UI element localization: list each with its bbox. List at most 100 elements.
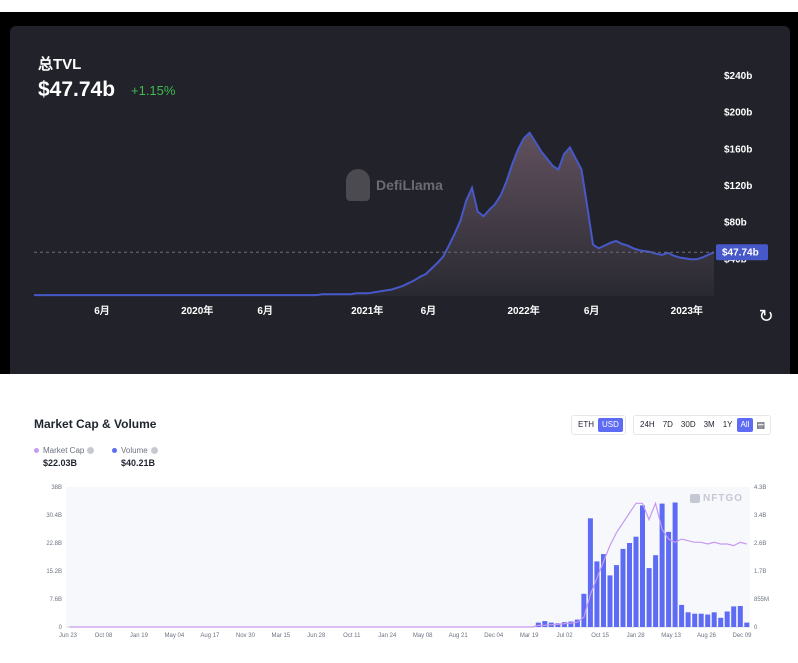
volume-bar[interactable]	[574, 619, 580, 627]
y-right-tick-label: 0	[754, 625, 758, 631]
tvl-line	[33, 131, 715, 297]
volume-bar[interactable]	[685, 612, 691, 627]
tvl-change-percent: +1.15%	[131, 83, 176, 98]
y-right-tick-label: 3.4B	[754, 513, 766, 519]
volume-bar[interactable]	[555, 623, 561, 627]
range-30d-button[interactable]: 30D	[680, 420, 696, 429]
y-right-tick-label: 2.6B	[754, 541, 766, 547]
calendar-icon[interactable]: ▤	[756, 419, 765, 430]
volume-bar[interactable]	[737, 606, 743, 627]
volume-bar[interactable]	[731, 606, 737, 627]
tvl-chart-panel: $40b$80b$120b$160b$200b$240b$47.74b6月202…	[10, 26, 790, 374]
range-24h-button[interactable]: 24H	[640, 420, 655, 429]
x-tick-label: 2022年	[507, 304, 539, 317]
y-left-tick-label: 22.8B	[46, 541, 62, 547]
x-tick-label: Oct 11	[343, 633, 361, 639]
y-left-tick-label: 0	[59, 625, 63, 631]
tvl-value: $47.74b	[38, 78, 116, 101]
legend-label: Market Cap	[43, 446, 85, 455]
x-tick-label: Nov 30	[236, 633, 256, 639]
x-tick-label: Jul 02	[557, 633, 574, 639]
volume-bar[interactable]	[587, 518, 593, 627]
nftgo-watermark: NFTGO	[690, 493, 743, 504]
x-tick-label: 6月	[94, 305, 110, 317]
range-all-button[interactable]: All	[736, 418, 754, 432]
x-tick-label: Dec 09	[732, 633, 752, 639]
info-icon[interactable]	[87, 447, 95, 455]
volume-bar[interactable]	[614, 565, 619, 627]
volume-bar[interactable]	[679, 604, 685, 627]
volume-bar[interactable]	[561, 622, 567, 627]
y-left-tick-label: 15.2B	[46, 569, 62, 575]
range-1y-button[interactable]: 1Y	[722, 420, 733, 429]
market-cap-volume-panel: 0 7.6B 15.2B 22.8B 30.4B 38B 0 855M 1.7B 2.6B 3.4B…	[22, 403, 790, 655]
volume-bar[interactable]	[620, 548, 626, 627]
tvl-area	[34, 132, 714, 296]
nftgo-logo-icon	[690, 493, 700, 503]
llama-logo-icon	[346, 169, 370, 201]
defillama-watermark: DefiLlama	[346, 169, 443, 201]
currency-toggle: ETH USD	[571, 415, 626, 435]
volume-bar[interactable]	[672, 502, 678, 628]
volume-bar[interactable]	[594, 561, 600, 627]
volume-bar[interactable]	[705, 614, 711, 628]
range-7d-button[interactable]: 7D	[662, 420, 673, 429]
volume-bar[interactable]	[692, 613, 698, 627]
market-cap-line	[69, 501, 747, 628]
x-tick-label: Dec 04	[484, 633, 504, 639]
volume-bar[interactable]	[698, 613, 704, 627]
volume-bar[interactable]	[718, 617, 724, 627]
volume-bar[interactable]	[724, 611, 730, 628]
volume-bar[interactable]	[744, 622, 750, 627]
y-right-tick-label: 4.3B	[754, 485, 766, 491]
y-left-tick-label: 30.4B	[46, 513, 62, 519]
x-tick-label: Aug 17	[200, 633, 220, 639]
volume-value: $40.21B	[121, 458, 156, 468]
volume-bar[interactable]	[666, 531, 672, 627]
x-tick-label: Oct 15	[591, 633, 609, 639]
currency-eth-button[interactable]: ETH	[578, 420, 594, 429]
x-tick-label: Jan 24	[378, 633, 397, 639]
tvl-title: 总TVL	[38, 56, 82, 73]
x-tick-label: May 08	[413, 633, 433, 639]
current-value-label: $47.74b	[722, 248, 759, 259]
watermark-text: DefiLlama	[376, 177, 443, 193]
volume-bar[interactable]	[659, 503, 665, 627]
currency-usd-button[interactable]: USD	[598, 418, 623, 432]
market-cap-volume-chart: 0 7.6B 15.2B 22.8B 30.4B 38B 0 855M 1.7B 2.6B 3.4B…	[46, 485, 769, 639]
volume-bar[interactable]	[711, 612, 717, 627]
volume-bar[interactable]	[633, 536, 639, 627]
info-icon[interactable]	[150, 447, 158, 455]
volume-bar[interactable]	[542, 621, 548, 627]
volume-bar[interactable]	[607, 575, 613, 627]
x-tick-label: Oct 08	[95, 633, 113, 639]
x-tick-label: May 13	[661, 633, 681, 639]
x-tick-label: 2021年	[351, 304, 383, 317]
x-tick-label: Mar 19	[520, 633, 539, 639]
y-tick-label: $240b	[724, 71, 752, 82]
x-tick-label: Jun 23	[59, 633, 78, 639]
legend-volume[interactable]: Volume	[112, 446, 158, 455]
x-tick-label: Jan 28	[627, 633, 646, 639]
y-tick-label: $200b	[724, 108, 752, 119]
range-3m-button[interactable]: 3M	[703, 420, 715, 429]
tvl-chart: $40b$80b$120b$160b$200b$240b$47.74b6月202…	[33, 71, 768, 317]
x-tick-label: Jun 28	[307, 633, 326, 639]
volume-bar[interactable]	[646, 568, 652, 627]
x-tick-label: Jan 19	[130, 633, 149, 639]
volume-bar[interactable]	[568, 621, 574, 628]
x-tick-label: 6月	[421, 305, 437, 317]
refresh-icon[interactable]: ↻	[758, 306, 774, 326]
market-cap-dot-icon	[34, 448, 39, 454]
volume-bar[interactable]	[601, 554, 606, 627]
y-tick-label: $120b	[724, 181, 752, 192]
volume-bar[interactable]	[653, 555, 659, 627]
volume-bar[interactable]	[627, 543, 632, 627]
volume-bar[interactable]	[581, 593, 587, 627]
legend-market-cap[interactable]: Market Cap	[34, 446, 95, 455]
x-tick-label: 2020年	[181, 304, 213, 317]
volume-dot-icon	[112, 448, 117, 454]
x-tick-label: Aug 26	[697, 633, 717, 639]
x-tick-label: Aug 21	[449, 633, 469, 639]
volume-bar[interactable]	[640, 505, 645, 627]
